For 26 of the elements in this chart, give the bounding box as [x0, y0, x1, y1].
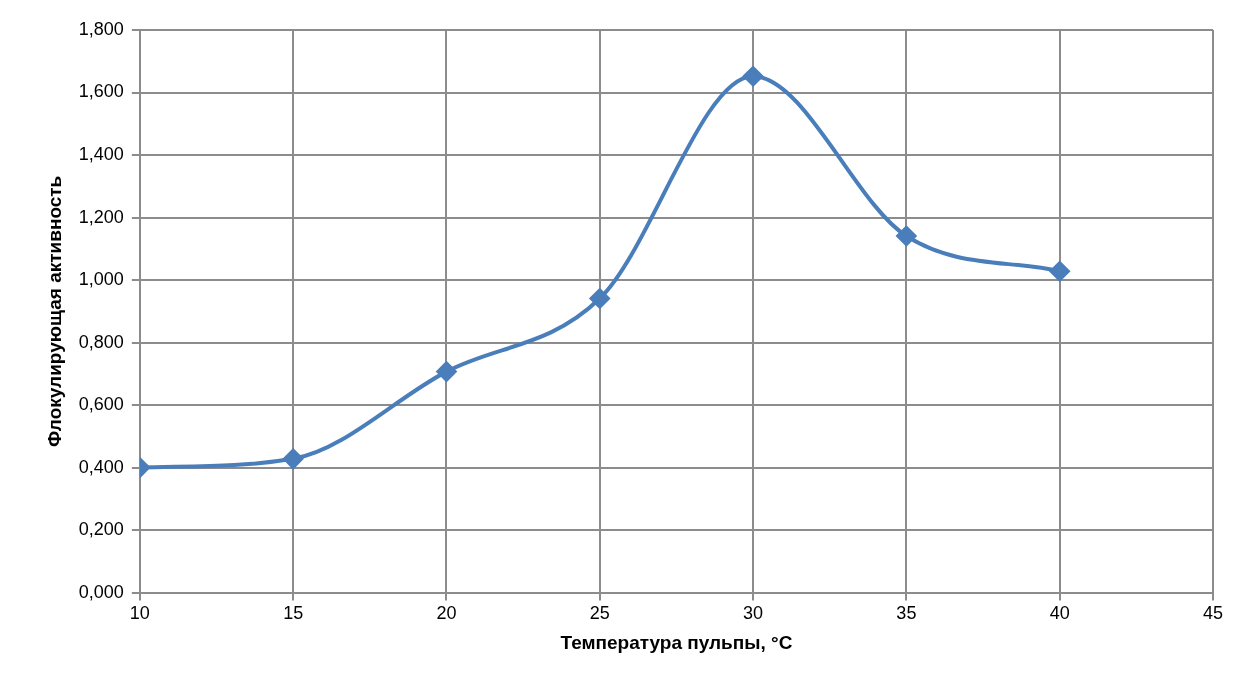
point: [743, 66, 764, 87]
point: [589, 288, 610, 309]
x-tick-label: 20: [436, 603, 457, 624]
y-tick-label: 0,400: [78, 456, 124, 477]
y-tick-label: 0,000: [78, 581, 124, 602]
point: [436, 361, 457, 382]
y-tick-label: 0,600: [78, 394, 124, 415]
x-tick-label: 45: [1202, 603, 1224, 624]
y-tick-label: 1,200: [78, 206, 124, 227]
x-tick-label: 15: [283, 603, 304, 624]
y-tick-label: 1,800: [78, 18, 124, 39]
y-tick-label: 1,400: [78, 143, 124, 164]
x-tick-label: 40: [1049, 603, 1070, 624]
y-tick-label: 1,600: [78, 81, 124, 102]
x-axis-title: Температура пульпы, °C: [560, 631, 793, 653]
y-tick-label: 1,000: [78, 269, 124, 290]
x-tick-label: 10: [129, 603, 150, 624]
x-tick-label: 25: [589, 603, 610, 624]
point: [283, 448, 304, 469]
point: [896, 225, 917, 246]
y-tick-label: 0,800: [78, 331, 124, 352]
y-tick-label: 0,200: [78, 519, 124, 540]
y-axis-title: Флокулирующая активность: [43, 175, 65, 447]
x-tick-label: 30: [743, 603, 764, 624]
x-tick-label: 35: [896, 603, 917, 624]
point: [1049, 261, 1070, 282]
